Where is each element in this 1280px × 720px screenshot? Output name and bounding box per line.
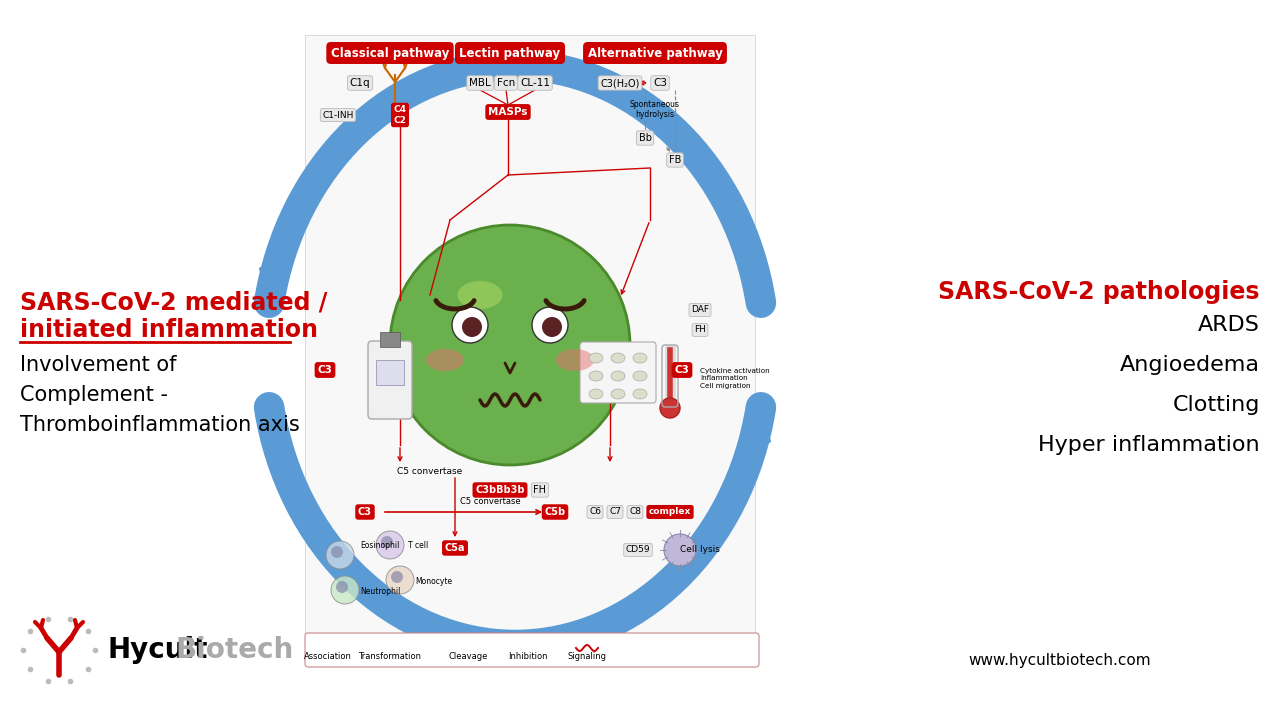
Text: FB: FB [669,155,681,165]
Text: C3(H₂O): C3(H₂O) [600,78,640,88]
Bar [305,35,755,645]
Text: FH: FH [694,325,707,335]
Text: C5 convertase: C5 convertase [460,498,520,506]
Circle shape [376,531,404,559]
Text: SARS-CoV-2 pathologies: SARS-CoV-2 pathologies [938,280,1260,304]
Text: C5 convertase: C5 convertase [397,467,462,477]
Text: Fcn: Fcn [497,78,515,88]
Text: SARS-CoV-2 mediated /: SARS-CoV-2 mediated / [20,290,328,314]
Circle shape [452,307,488,343]
Text: Classical pathway: Classical pathway [330,47,449,60]
Text: C1-INH: C1-INH [323,110,353,120]
Text: Involvement of: Involvement of [20,355,177,375]
Text: Cleavage: Cleavage [448,652,488,661]
Circle shape [332,576,358,604]
Ellipse shape [611,389,625,399]
Text: Hyper inflammation: Hyper inflammation [1038,435,1260,455]
Text: Association: Association [305,652,352,661]
Circle shape [660,398,680,418]
Ellipse shape [589,371,603,381]
Circle shape [381,536,393,548]
Circle shape [335,581,348,593]
Text: Eosinophil: Eosinophil [360,541,399,549]
Text: C8: C8 [628,508,641,516]
Circle shape [532,307,568,343]
Text: CL-11: CL-11 [520,78,550,88]
Text: C5b: C5b [544,507,566,517]
Text: C5a: C5a [444,543,465,553]
Bar [380,332,399,347]
Text: MBL: MBL [470,78,490,88]
Text: C3: C3 [653,78,667,88]
Ellipse shape [634,371,646,381]
Text: Spontaneous
hydrolysis: Spontaneous hydrolysis [630,100,680,120]
Ellipse shape [611,371,625,381]
Text: Biotech: Biotech [175,636,293,664]
Text: Clotting: Clotting [1172,395,1260,415]
Circle shape [332,546,343,558]
Text: C1q: C1q [349,78,370,88]
Text: Neutrophil: Neutrophil [360,588,401,596]
FancyBboxPatch shape [580,342,657,403]
Circle shape [387,566,413,594]
Text: Lectin pathway: Lectin pathway [460,47,561,60]
Text: C7: C7 [609,508,621,516]
Text: C3: C3 [358,507,372,517]
Ellipse shape [611,353,625,363]
Text: C3: C3 [317,365,333,375]
Text: Alternative pathway: Alternative pathway [588,47,722,60]
FancyBboxPatch shape [369,341,412,419]
Ellipse shape [634,389,646,399]
Ellipse shape [457,281,503,309]
Text: complex: complex [649,508,691,516]
Text: Thromboinflammation axis: Thromboinflammation axis [20,415,300,435]
Ellipse shape [426,349,465,371]
Text: Cytokine activation
Inflammation
Cell migration: Cytokine activation Inflammation Cell mi… [700,368,769,389]
Text: Transformation: Transformation [358,652,421,661]
Bar [376,360,404,385]
Text: Cell lysis: Cell lysis [680,546,719,554]
Text: C3bBb3b: C3bBb3b [475,485,525,495]
Ellipse shape [589,353,603,363]
Circle shape [326,541,355,569]
Text: www.hycultbiotech.com: www.hycultbiotech.com [969,652,1151,667]
Circle shape [390,225,630,465]
Text: FH: FH [534,485,547,495]
Ellipse shape [556,349,594,371]
Text: C3: C3 [675,365,690,375]
Text: Signaling: Signaling [567,652,607,661]
Ellipse shape [589,389,603,399]
Text: DAF: DAF [691,305,709,315]
Circle shape [664,534,696,566]
Circle shape [462,317,483,337]
Text: Angioedema: Angioedema [1120,355,1260,375]
Text: initiated inflammation: initiated inflammation [20,318,317,342]
Circle shape [390,571,403,583]
Text: Complement -: Complement - [20,385,168,405]
Text: C4
C2: C4 C2 [393,105,407,125]
Text: ARDS: ARDS [1198,315,1260,335]
Text: C6: C6 [589,508,602,516]
Text: CD59: CD59 [626,546,650,554]
Text: Hycult: Hycult [108,636,207,664]
Text: Bb: Bb [639,133,652,143]
FancyBboxPatch shape [305,633,759,667]
Text: Inhibition: Inhibition [508,652,548,661]
Text: MASPs: MASPs [488,107,527,117]
Text: T cell: T cell [408,541,429,549]
Ellipse shape [634,353,646,363]
Text: Monocyte: Monocyte [415,577,452,587]
Circle shape [541,317,562,337]
